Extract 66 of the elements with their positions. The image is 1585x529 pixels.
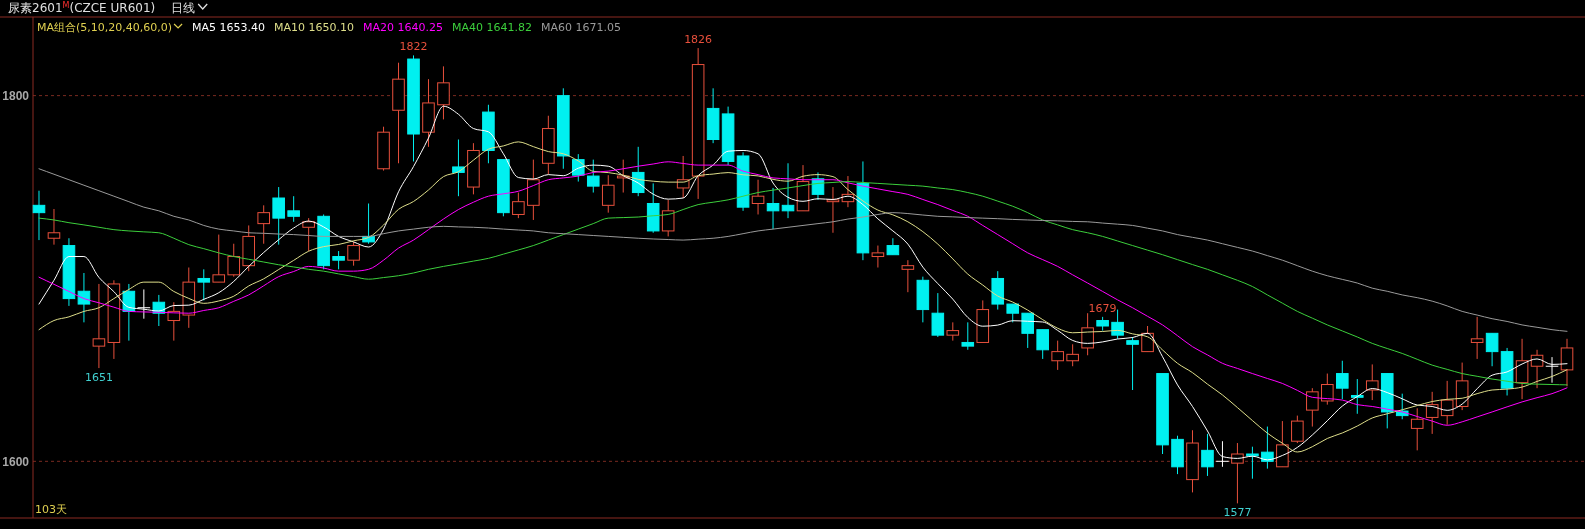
candlestick (1545, 356, 1559, 384)
candlestick (257, 204, 270, 245)
candlestick (1365, 363, 1379, 401)
candlestick (1410, 407, 1424, 451)
candlestick (1485, 332, 1499, 367)
candlestick (47, 208, 61, 246)
candlestick (901, 259, 915, 293)
candlestick (1440, 380, 1454, 426)
candlestick (1201, 433, 1214, 477)
candlestick (931, 292, 945, 338)
annotation: 1651 (84, 371, 113, 385)
candlestick (1515, 338, 1529, 400)
candlestick (1036, 329, 1049, 360)
candlestick (1126, 336, 1139, 391)
candlestick (197, 268, 211, 301)
candlestick (751, 179, 765, 215)
candlestick (661, 199, 675, 237)
candlestick (1336, 360, 1349, 400)
candlestick (347, 241, 360, 267)
legend-title: MA组合(5,10,20,40,60,0) (37, 21, 173, 34)
candlestick (1306, 387, 1319, 428)
candlestick (1470, 316, 1484, 360)
candlestick (1051, 340, 1064, 371)
candlestick (1425, 391, 1439, 435)
chart-title: 尿素2601$^{M}$(CZCE UR601) (8, 0, 156, 15)
line-series (38, 168, 1568, 332)
annotation: 103天 (35, 503, 67, 516)
candlestick (1291, 415, 1304, 444)
candlestick (1560, 338, 1574, 387)
candlestick (77, 272, 91, 323)
annotation: 1822 (399, 40, 428, 54)
candlestick (1231, 442, 1244, 504)
text: MA40 1641.82 (452, 21, 533, 34)
candlestick (946, 321, 960, 342)
candlestick (1006, 303, 1020, 323)
candlestick (137, 288, 151, 320)
text: MA60 1671.05 (541, 21, 622, 34)
text: MA5 1653.40 (192, 21, 266, 34)
candlestick (287, 195, 300, 223)
candlestick (1066, 343, 1079, 367)
candlestick (302, 217, 315, 252)
annotation: 1679 (1088, 301, 1117, 315)
candlestick (1321, 373, 1334, 406)
candlestick (437, 65, 450, 120)
candlestick (1021, 312, 1034, 349)
text: MA20 1640.25 (363, 21, 444, 34)
candlestick (332, 250, 345, 270)
candlestick (227, 243, 241, 278)
candlestick (272, 186, 285, 246)
candlestick (1246, 446, 1259, 480)
candlestick (512, 192, 525, 219)
candlestick (212, 234, 226, 283)
y-tick-label: 1600 (2, 454, 30, 469)
candlestick (871, 245, 885, 268)
candlestick (32, 190, 46, 241)
candlestick (1276, 420, 1289, 468)
candlestick (601, 174, 615, 214)
chart-subtitle: 日线 (171, 1, 196, 15)
annotation: 1577 (1223, 506, 1252, 520)
annotation: 1826 (684, 33, 713, 47)
candlestick (961, 321, 975, 351)
candlestick (92, 283, 106, 369)
candlestick (586, 159, 600, 194)
candlestick (766, 187, 780, 230)
text: MA10 1650.10 (274, 21, 355, 34)
y-tick-label: 1800 (2, 88, 30, 103)
